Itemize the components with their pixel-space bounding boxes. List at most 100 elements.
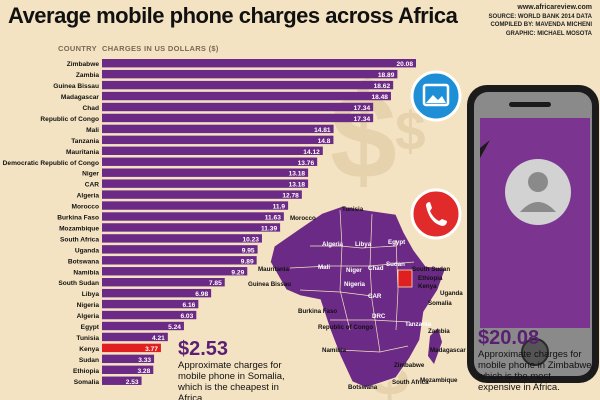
map-label-mali: Mali: [318, 264, 330, 271]
map-label-burkina-faso: Burkina Faso: [298, 308, 337, 315]
phone-call-icon: [410, 188, 462, 240]
value-label: 11.63: [265, 215, 281, 222]
bar-mali: [102, 124, 334, 134]
category-label: Zimbabwe: [67, 61, 100, 68]
category-label: Republic of Congo: [40, 116, 99, 123]
category-label: Nigeria: [77, 302, 100, 309]
expensive-amount: $20.08: [478, 327, 540, 349]
category-label: Somalia: [74, 379, 100, 386]
bar-algeria: [102, 310, 197, 320]
handset-glyph: [426, 202, 447, 226]
credit-graphic: GRAPHIC: MICHAEL MOSOTA: [505, 30, 592, 37]
category-label: Mozambique: [59, 225, 99, 232]
map-label-niger: Niger: [346, 267, 362, 274]
value-label: 3.33: [138, 357, 151, 364]
value-label: 14.8: [318, 138, 331, 145]
category-label: Algeria: [77, 193, 100, 200]
category-label: Kenya: [79, 346, 99, 353]
cheapest-description: Approximate charges for mobile phone in …: [178, 360, 285, 400]
category-label: Morocco: [72, 204, 99, 211]
value-label: 14.81: [314, 127, 331, 134]
map-label-mauritania: Mauritania: [258, 266, 290, 273]
value-label: 9.95: [242, 247, 255, 254]
kenya-highlight: [397, 269, 413, 288]
bar-madagascar: [102, 91, 391, 101]
value-label: 13.18: [289, 171, 306, 178]
category-label: Democratic Republic of Congo: [3, 160, 99, 167]
bar-chad: [102, 102, 374, 112]
speech-bubble-tail: [480, 140, 490, 158]
map-label-zimbabwe: Zimbabwe: [394, 362, 425, 369]
column-header-country: COUNTRY: [58, 44, 97, 53]
value-label: 9.89: [241, 258, 254, 265]
bar-mauritania: [102, 146, 323, 155]
bar-democratic-republic-of-congo: [102, 157, 318, 166]
phone-speaker: [509, 102, 551, 107]
bar-libya: [102, 288, 212, 298]
credit-compiler: COMPILED BY: MAVENDA MICHENI: [490, 22, 592, 28]
map-label-kenya: Kenya: [418, 283, 437, 290]
credits: www.africareview.com SOURCE: WORLD BANK …: [489, 4, 592, 38]
map-label-sudan: Sudan: [386, 261, 405, 268]
value-label: 18.48: [371, 94, 388, 101]
category-label: Niger: [82, 171, 99, 178]
credit-site: www.africareview.com: [517, 4, 592, 11]
map-label-ethiopia: Ethiopia: [418, 275, 443, 282]
bar-nigeria: [102, 299, 199, 309]
map-label-chad: Chad: [368, 265, 384, 272]
value-label: 12.78: [282, 193, 299, 200]
value-label: 2.53: [126, 379, 139, 386]
bar-zimbabwe: [102, 59, 416, 68]
avatar-body-icon: [520, 202, 556, 212]
value-label: 3.28: [137, 368, 150, 375]
category-label: Algeria: [77, 313, 100, 320]
map-label-algeria: Algeria: [322, 241, 344, 248]
category-label: South Africa: [60, 236, 99, 243]
value-label: 18.89: [378, 72, 395, 79]
category-label: Sudan: [79, 357, 99, 364]
map-label-south-sudan: South Sudan: [412, 266, 450, 273]
bar-morocco: [102, 201, 289, 210]
value-label: 17.34: [354, 116, 371, 123]
avatar-head-icon: [528, 172, 548, 192]
cheapest-amount: $2.53: [178, 338, 229, 360]
credit-source: SOURCE: WORLD BANK 2014 DATA: [488, 13, 592, 20]
picture-glyph-mountain: [426, 95, 446, 103]
category-label: Madagascar: [61, 94, 100, 101]
expensive-callout: $20.08 Approximate charges for mobile ph…: [478, 327, 596, 394]
bar-sudan: [102, 354, 155, 364]
value-label: 3.77: [145, 346, 158, 353]
africa-map-shape: [269, 205, 448, 389]
bar-tunisia: [102, 332, 168, 342]
value-label: 6.03: [180, 313, 193, 320]
picture-glyph: [422, 83, 450, 107]
column-header-charges: CHARGES IN US DOLLARS ($): [102, 44, 219, 53]
category-label: Chad: [83, 105, 99, 112]
map-label-republic-of-congo: Republic of Congo: [318, 324, 373, 331]
category-label: Mauritania: [66, 149, 99, 156]
expensive-description: Approximate charges for mobile phone in …: [478, 349, 595, 393]
category-label: Burkina Faso: [57, 215, 99, 222]
value-label: 11.9: [273, 204, 286, 211]
value-label: 10.23: [242, 236, 259, 243]
bar-algeria: [102, 190, 302, 199]
map-label-nigeria: Nigeria: [344, 281, 366, 288]
country-borders: [289, 209, 415, 353]
bar-burkina-faso: [102, 212, 284, 221]
category-label: Zambia: [76, 72, 99, 79]
map-label-libya: Libya: [355, 241, 372, 248]
map-label-botswana: Botswana: [348, 384, 378, 391]
map-label-madagascar: Madagascar: [430, 347, 466, 354]
category-label: Tanzania: [71, 138, 99, 145]
bar-egypt: [102, 321, 184, 331]
map-label-egypt: Egypt: [388, 239, 405, 246]
map-labels: Tunisia Morocco Algeria Libya Egypt Mauritani…: [248, 206, 466, 391]
bar-zambia: [102, 69, 398, 79]
value-label: 18.62: [374, 83, 391, 90]
map-label-mozambique: Mozambique: [420, 377, 458, 384]
bar-series: Zimbabwe 20.08 Zambia 18.89 Guinea Bissau 18.…: [3, 59, 416, 386]
bar-uganda: [102, 245, 258, 254]
map-label-guinea-bissau: Guinea Bissau: [248, 281, 291, 288]
